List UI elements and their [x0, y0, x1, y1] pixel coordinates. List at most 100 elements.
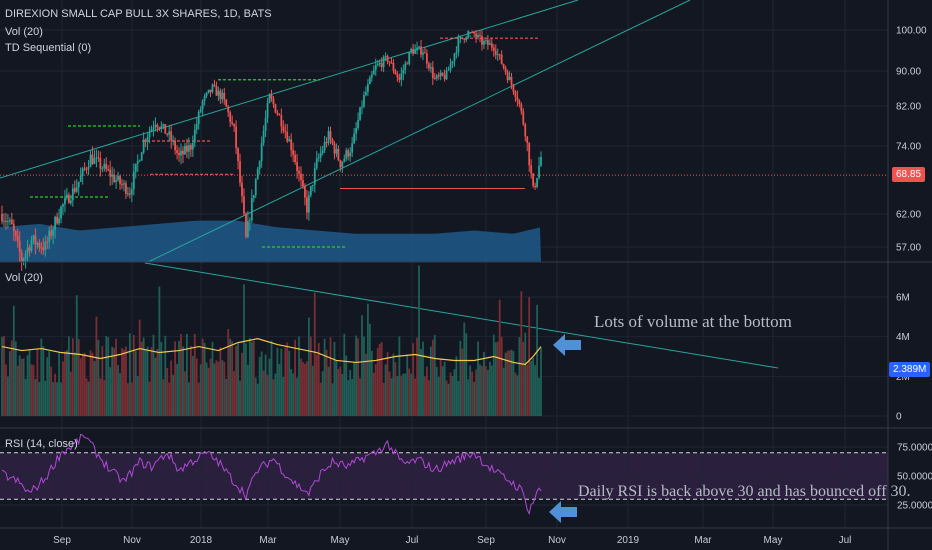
candle-body-167	[329, 131, 332, 140]
volume-bar-45	[89, 350, 92, 416]
volume-bar-7	[14, 341, 17, 416]
volume-bar-173	[341, 373, 344, 416]
volume-bar-207	[408, 368, 411, 416]
volume-bar-91	[180, 333, 182, 416]
candle-body-159	[313, 168, 316, 185]
candle-body-225	[443, 75, 446, 80]
volume-bar-213	[420, 348, 422, 416]
volume-bar-58	[115, 338, 117, 416]
candle-body-185	[365, 91, 367, 96]
volume-bar-246	[485, 366, 487, 416]
candle-body-186	[366, 84, 369, 92]
volume-bar-145	[286, 342, 289, 416]
volume-bar-153	[302, 362, 304, 416]
volume-bar-188	[370, 350, 373, 416]
candle-body-119	[235, 126, 237, 149]
candle-body-170	[335, 148, 338, 154]
candle-body-214	[422, 52, 424, 55]
volume-bar-184	[363, 336, 365, 416]
volume-bar-121	[239, 380, 241, 416]
candle-body-42	[83, 168, 86, 170]
volume-bar-80	[158, 286, 161, 416]
volume-bar-259	[510, 349, 513, 416]
candle-body-257	[506, 72, 509, 81]
candle-body-124	[245, 213, 247, 238]
candle-body-76	[150, 128, 153, 132]
x-tick-label-10: May	[764, 535, 783, 546]
volume-bar-15	[30, 364, 33, 416]
volume-bar-105	[207, 367, 210, 416]
volume-bar-231	[455, 356, 458, 416]
volume-bar-274	[540, 347, 542, 416]
volume-bar-154	[304, 363, 306, 416]
candle-body-188	[370, 74, 373, 78]
candle-body-228	[449, 63, 452, 70]
volume-bar-172	[339, 366, 342, 416]
candle-body-99	[195, 124, 198, 130]
candle-body-1	[3, 220, 5, 222]
candle-body-132	[260, 143, 263, 162]
candle-body-63	[125, 183, 127, 195]
volume-bar-178	[351, 378, 354, 416]
candle-body-20	[40, 247, 43, 249]
candle-body-164	[323, 142, 326, 151]
candle-body-69	[136, 160, 139, 164]
volume-bar-137	[270, 340, 273, 416]
volume-annotation: Lots of volume at the bottom	[594, 312, 792, 331]
volume-bar-11	[22, 358, 25, 416]
candle-body-254	[500, 54, 503, 65]
candle-body-174	[343, 158, 346, 162]
volume-bar-245	[483, 351, 485, 416]
volume-ma-tag: 2.389M	[889, 362, 931, 377]
candle-body-146	[288, 139, 291, 142]
candle-body-244	[481, 35, 483, 45]
volume-bar-21	[42, 346, 45, 416]
volume-bar-59	[117, 365, 119, 416]
volume-bar-89	[176, 364, 178, 416]
volume-bar-65	[128, 333, 131, 416]
candle-body-267	[526, 136, 529, 144]
volume-bar-225	[443, 361, 446, 416]
volume-bar-248	[488, 361, 491, 416]
volume-bar-125	[246, 364, 249, 416]
candle-body-165	[325, 142, 328, 144]
candle-body-96	[189, 145, 192, 150]
volume-pane-title: Vol (20)	[5, 272, 43, 284]
volume-bar-68	[134, 351, 137, 416]
volume-bar-144	[284, 347, 287, 416]
candle-body-2	[5, 220, 7, 222]
volume-trendline	[144, 262, 779, 369]
volume-bar-26	[52, 382, 55, 416]
volume-bar-234	[461, 348, 464, 416]
candle-body-242	[477, 35, 479, 37]
candle-body-71	[140, 152, 143, 161]
candle-body-138	[272, 98, 275, 105]
volume-bar-218	[429, 346, 432, 416]
volume-bar-272	[536, 304, 538, 416]
volume-bar-257	[506, 350, 509, 416]
volume-bar-8	[16, 365, 19, 416]
candle-body-74	[146, 137, 149, 142]
volume-bar-228	[449, 372, 452, 416]
volume-bar-237	[467, 379, 470, 416]
volume-bar-19	[38, 382, 41, 416]
volume-bar-175	[345, 355, 348, 416]
volume-bar-56	[111, 346, 114, 416]
volume-bar-34	[67, 336, 70, 416]
volume-bar-206	[406, 355, 409, 416]
volume-bar-197	[388, 371, 391, 416]
volume-bar-41	[81, 354, 84, 416]
candle-body-203	[400, 73, 403, 80]
volume-bar-209	[412, 343, 415, 416]
volume-bar-3	[7, 376, 9, 416]
volume-bar-86	[170, 360, 173, 416]
candle-body-245	[483, 41, 485, 45]
volume-bar-12	[24, 379, 27, 416]
volume-bar-5	[10, 340, 13, 416]
rsi-callout-arrow	[549, 501, 577, 523]
candle-body-84	[166, 133, 169, 135]
volume-bar-85	[168, 382, 171, 416]
candle-body-34	[67, 194, 70, 204]
volume-bar-263	[518, 337, 521, 416]
